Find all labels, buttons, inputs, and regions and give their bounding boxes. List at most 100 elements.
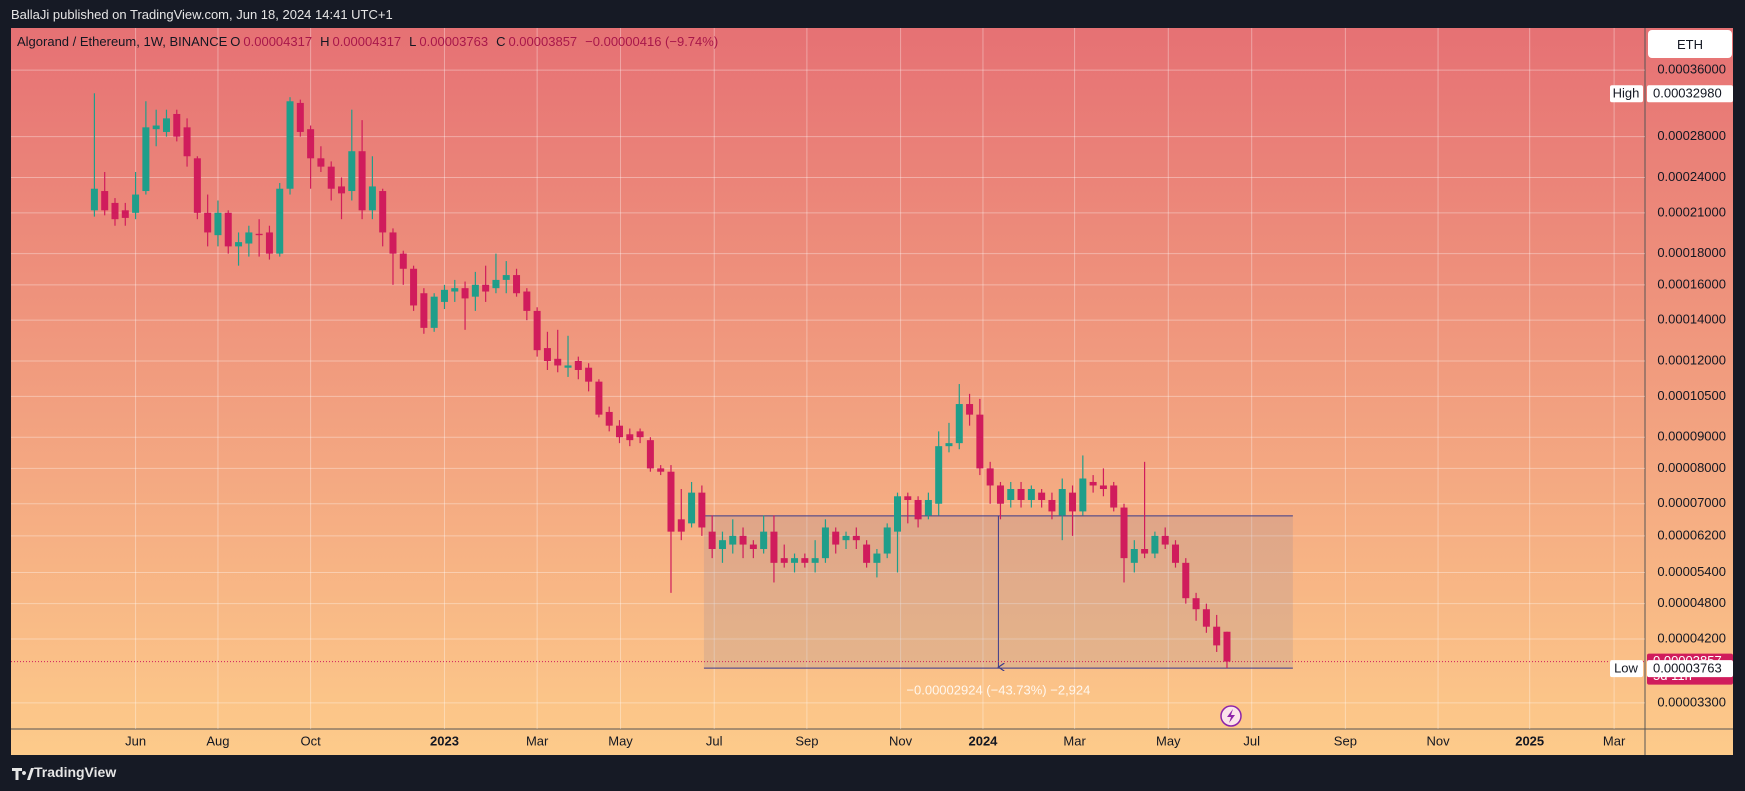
candle-body: [976, 414, 984, 469]
price-label-name-box: [1610, 660, 1643, 678]
candle-body: [461, 288, 469, 299]
candle-body: [636, 431, 644, 438]
x-tick-label: 2024: [968, 733, 998, 748]
legend-key: L: [409, 34, 417, 49]
candle-body: [410, 268, 418, 306]
legend-value: 0.00004317: [243, 34, 313, 49]
candle-body: [1099, 485, 1107, 490]
candle-body: [749, 544, 757, 550]
candle-body: [101, 191, 109, 211]
candle-body: [626, 434, 634, 441]
legend-change: −0.00000416 (−9.74%): [585, 34, 719, 49]
brand: TradingView: [34, 764, 117, 780]
candle-body: [245, 232, 253, 244]
candle-body: [307, 129, 315, 159]
x-tick-label: Sep: [1334, 733, 1357, 748]
candle-body: [945, 443, 953, 447]
y-tick-label: 0.00014000: [1657, 312, 1726, 327]
x-tick-label: Nov: [889, 733, 913, 748]
currency-button[interactable]: ETH: [1648, 30, 1732, 58]
candle-body: [1182, 562, 1190, 599]
candle-body: [152, 125, 160, 130]
candle-body: [585, 367, 593, 382]
x-tick-label: Sep: [795, 733, 818, 748]
candle-body: [533, 310, 541, 351]
candle-body: [966, 404, 974, 415]
candle-body: [667, 471, 675, 532]
price-label-value-box: [1647, 660, 1733, 678]
candle-body: [193, 158, 201, 213]
candle-body: [924, 499, 932, 516]
candle-body: [183, 127, 191, 157]
candle-body: [986, 468, 994, 486]
candle-body: [1161, 535, 1169, 545]
candle-body: [1058, 489, 1066, 516]
candle-body: [770, 531, 778, 563]
candle-body: [863, 544, 871, 563]
candle-body: [420, 293, 428, 328]
candle-body: [739, 535, 747, 545]
candle-body: [821, 527, 829, 559]
x-tick-label: Nov: [1426, 733, 1450, 748]
candle-body: [574, 361, 582, 370]
legend-key: O: [230, 34, 241, 49]
y-tick-label: 0.00010500: [1657, 388, 1726, 403]
candle-body: [430, 296, 438, 328]
candle-body: [327, 166, 335, 189]
x-tick-label: Mar: [526, 733, 549, 748]
x-tick-label: Jul: [1243, 733, 1260, 748]
candle-body: [389, 232, 397, 254]
candle-body: [616, 425, 624, 438]
candle-body: [1089, 481, 1097, 486]
candle-body: [451, 288, 459, 292]
candle-body: [996, 485, 1004, 504]
y-tick-label: 0.00008000: [1657, 460, 1726, 475]
price-label-value: 0.00003763: [1653, 661, 1722, 676]
y-tick-label: 0.00003300: [1657, 694, 1726, 709]
candle-body: [440, 289, 448, 302]
candle-body: [358, 151, 366, 211]
y-tick-label: 0.00006200: [1657, 527, 1726, 542]
candle-body: [883, 527, 891, 554]
y-tick-label: 0.00028000: [1657, 128, 1726, 143]
candle-body: [1017, 489, 1025, 500]
candle-body: [595, 381, 603, 415]
y-tick-label: 0.00004200: [1657, 630, 1726, 645]
candle-body: [842, 535, 850, 541]
price-label-value: 0.00032980: [1653, 86, 1722, 101]
candle-body: [286, 101, 294, 189]
candle-body: [1048, 499, 1056, 512]
x-tick-label: Mar: [1063, 733, 1086, 748]
x-tick-label: Jun: [125, 733, 146, 748]
candle-body: [1202, 609, 1210, 627]
candle-body: [471, 284, 479, 297]
x-tick-label: May: [608, 733, 633, 748]
x-tick-label: Oct: [301, 733, 322, 748]
x-tick-label: 2025: [1515, 733, 1544, 748]
candle-body: [832, 531, 840, 545]
price-label-name-box: [1610, 85, 1643, 103]
candle-body: [214, 212, 222, 236]
candle-body: [399, 253, 407, 269]
candle-body: [492, 279, 500, 289]
legend-title: Algorand / Ethereum, 1W, BINANCE: [17, 34, 228, 49]
candle-body: [554, 358, 562, 366]
candle-body: [698, 492, 706, 528]
candle-body: [780, 558, 788, 563]
footer-logo: [12, 768, 34, 780]
x-tick-label: 2023: [430, 733, 459, 748]
y-tick-label: 0.00007000: [1657, 495, 1726, 510]
candle-body: [718, 540, 726, 550]
candle-body: [255, 233, 263, 236]
candle-body: [265, 232, 273, 254]
candle-body: [379, 191, 387, 233]
candle-body: [811, 558, 819, 563]
candle-body: [1141, 549, 1149, 554]
candle-body: [368, 186, 376, 211]
candle-body: [1027, 489, 1035, 500]
publish-info: BallaJi published on TradingView.com, Ju…: [11, 7, 393, 22]
candle-body: [657, 468, 665, 472]
candle-body: [1151, 535, 1159, 554]
